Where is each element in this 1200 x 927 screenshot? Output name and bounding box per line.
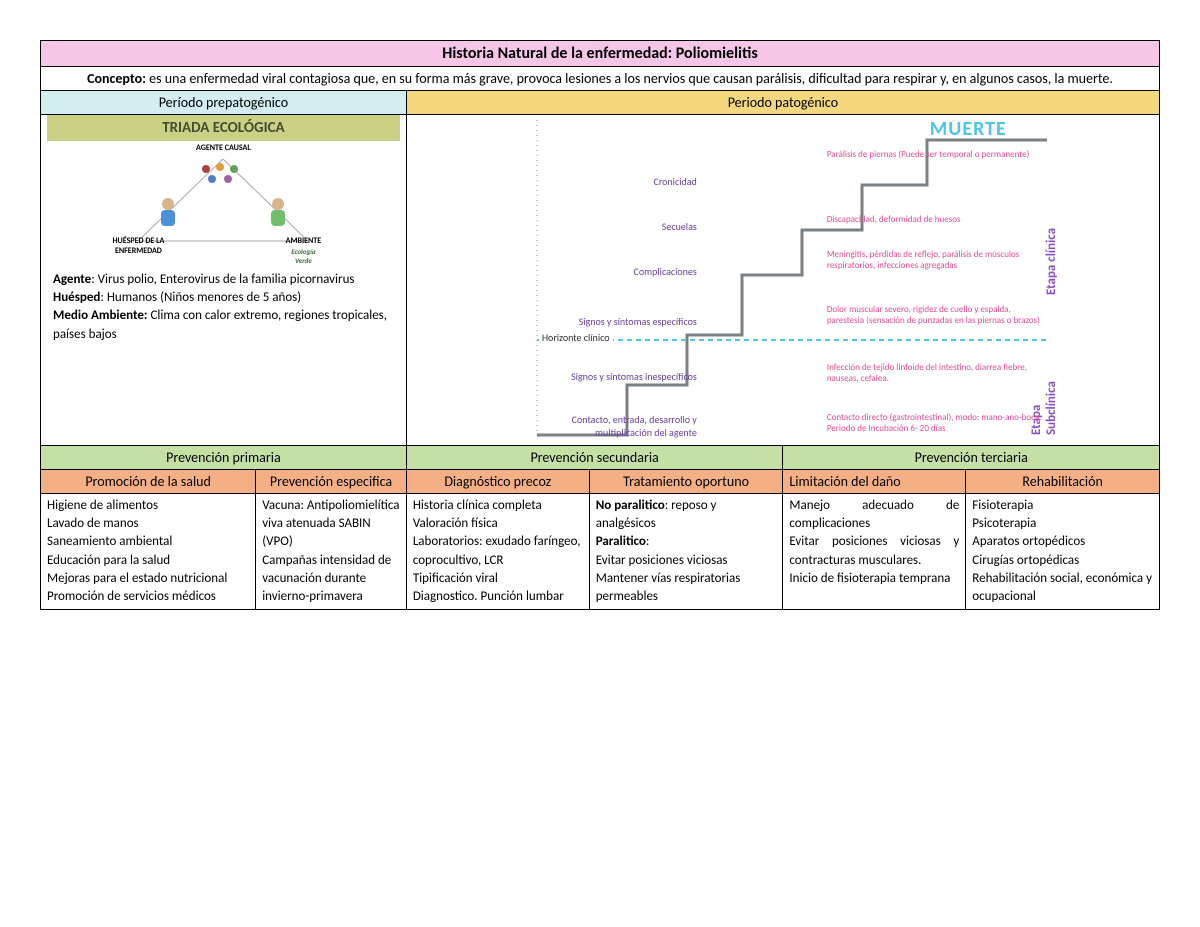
medio-label: Medio Ambiente: [53,308,148,323]
stage-desc-0: Parálisis de piernas (Puede ser temporal… [827,150,1047,161]
stage-label-5: Contacto, entrada, desarrollo y multipli… [517,413,697,439]
agente-text: : Virus polio, Enterovirus de la familia… [91,272,354,287]
ambiente-label: AMBIENTE [273,236,333,246]
agente-causal-label: AGENTE CAUSAL [188,143,258,153]
ecologia-verde: Ecología Verde [268,247,338,265]
agente-icons [198,161,248,189]
col-body-5: Fisioterapia Psicoterapia Aparatos ortop… [966,494,1160,610]
horizonte-label: Horizonte clínico [539,331,613,344]
col-body-2: Historia clínica completa Valoración fís… [406,494,589,610]
triada-diagram: AGENTE CAUSAL HUÉSPED DE LA ENFERMEDAD A… [103,141,343,261]
concepto-label: Concepto: [87,70,146,87]
triada-header: TRIADA ECOLÓGICA [47,115,400,141]
prev-terciaria-header: Prevención terciaria [783,446,1160,470]
huesped-icon [153,196,183,230]
page-title: Historia Natural de la enfermedad: Polio… [41,41,1160,67]
concepto-row: Concepto: es una enfermedad viral contag… [41,67,1160,91]
patogenico-diagram: MUERTE Etapa clínica Etapa Subclínica Ho… [407,115,1067,445]
periodo-prepatogenico: Período prepatogénico [41,91,407,115]
col-header-0: Promoción de la salud [41,470,256,494]
main-table: Historia Natural de la enfermedad: Polio… [40,40,1160,610]
stage-desc-1: Discapacidad, deformidad de huesos [827,215,1047,226]
huesped-label: HUÉSPED DE LA ENFERMEDAD [103,236,173,256]
stage-desc-3: Dolor muscular severo, rigidez de cuello… [827,305,1047,327]
stage-label-2: Complicaciones [537,265,697,278]
prepatogenico-cell: TRIADA ECOLÓGICA AGENTE CAUSAL [41,115,407,446]
stage-label-3: Signos y síntomas específicos [537,315,697,328]
stage-label-4: Signos y síntomas inespecíficos [537,370,697,383]
huesped-det-label: Huésped [53,290,100,305]
periodo-patogenico: Periodo patogénico [406,91,1159,115]
concepto-text: es una enfermedad viral contagiosa que, … [149,70,1113,87]
col-header-5: Rehabilitación [966,470,1160,494]
agente-label: Agente [53,272,91,287]
stage-desc-4: Infección de tejido linfoide del intesti… [827,363,1047,385]
stage-label-0: Cronicidad [537,175,697,188]
patogenico-cell: MUERTE Etapa clínica Etapa Subclínica Ho… [406,115,1159,446]
col-header-4: Limitación del daño [783,470,966,494]
ambiente-icon [263,196,293,230]
stage-desc-2: Meningitis, pérdidas de reflejo, parális… [827,250,1047,272]
huesped-text: : Humanos (Niños menores de 5 años) [100,290,301,305]
stage-label-1: Secuelas [537,220,697,233]
col-body-3: No paralitico: reposo y analgésicosParal… [589,494,783,610]
col-header-3: Tratamiento oportuno [589,470,783,494]
col-header-2: Diagnóstico precoz [406,470,589,494]
col-body-4: Manejo adecuado de complicaciones Evitar… [783,494,966,610]
staircase-svg [407,115,1067,445]
col-body-0: Higiene de alimentos Lavado de manos San… [41,494,256,610]
col-body-1: Vacuna: Antipoliomielítica viva atenuada… [256,494,407,610]
prev-secundaria-header: Prevención secundaria [406,446,783,470]
col-header-1: Prevención especifica [256,470,407,494]
triada-details: Agente: Virus polio, Enterovirus de la f… [47,267,400,348]
prev-primaria-header: Prevención primaria [41,446,407,470]
stage-desc-5: Contacto directo (gastrointestinal), mod… [827,413,1047,435]
